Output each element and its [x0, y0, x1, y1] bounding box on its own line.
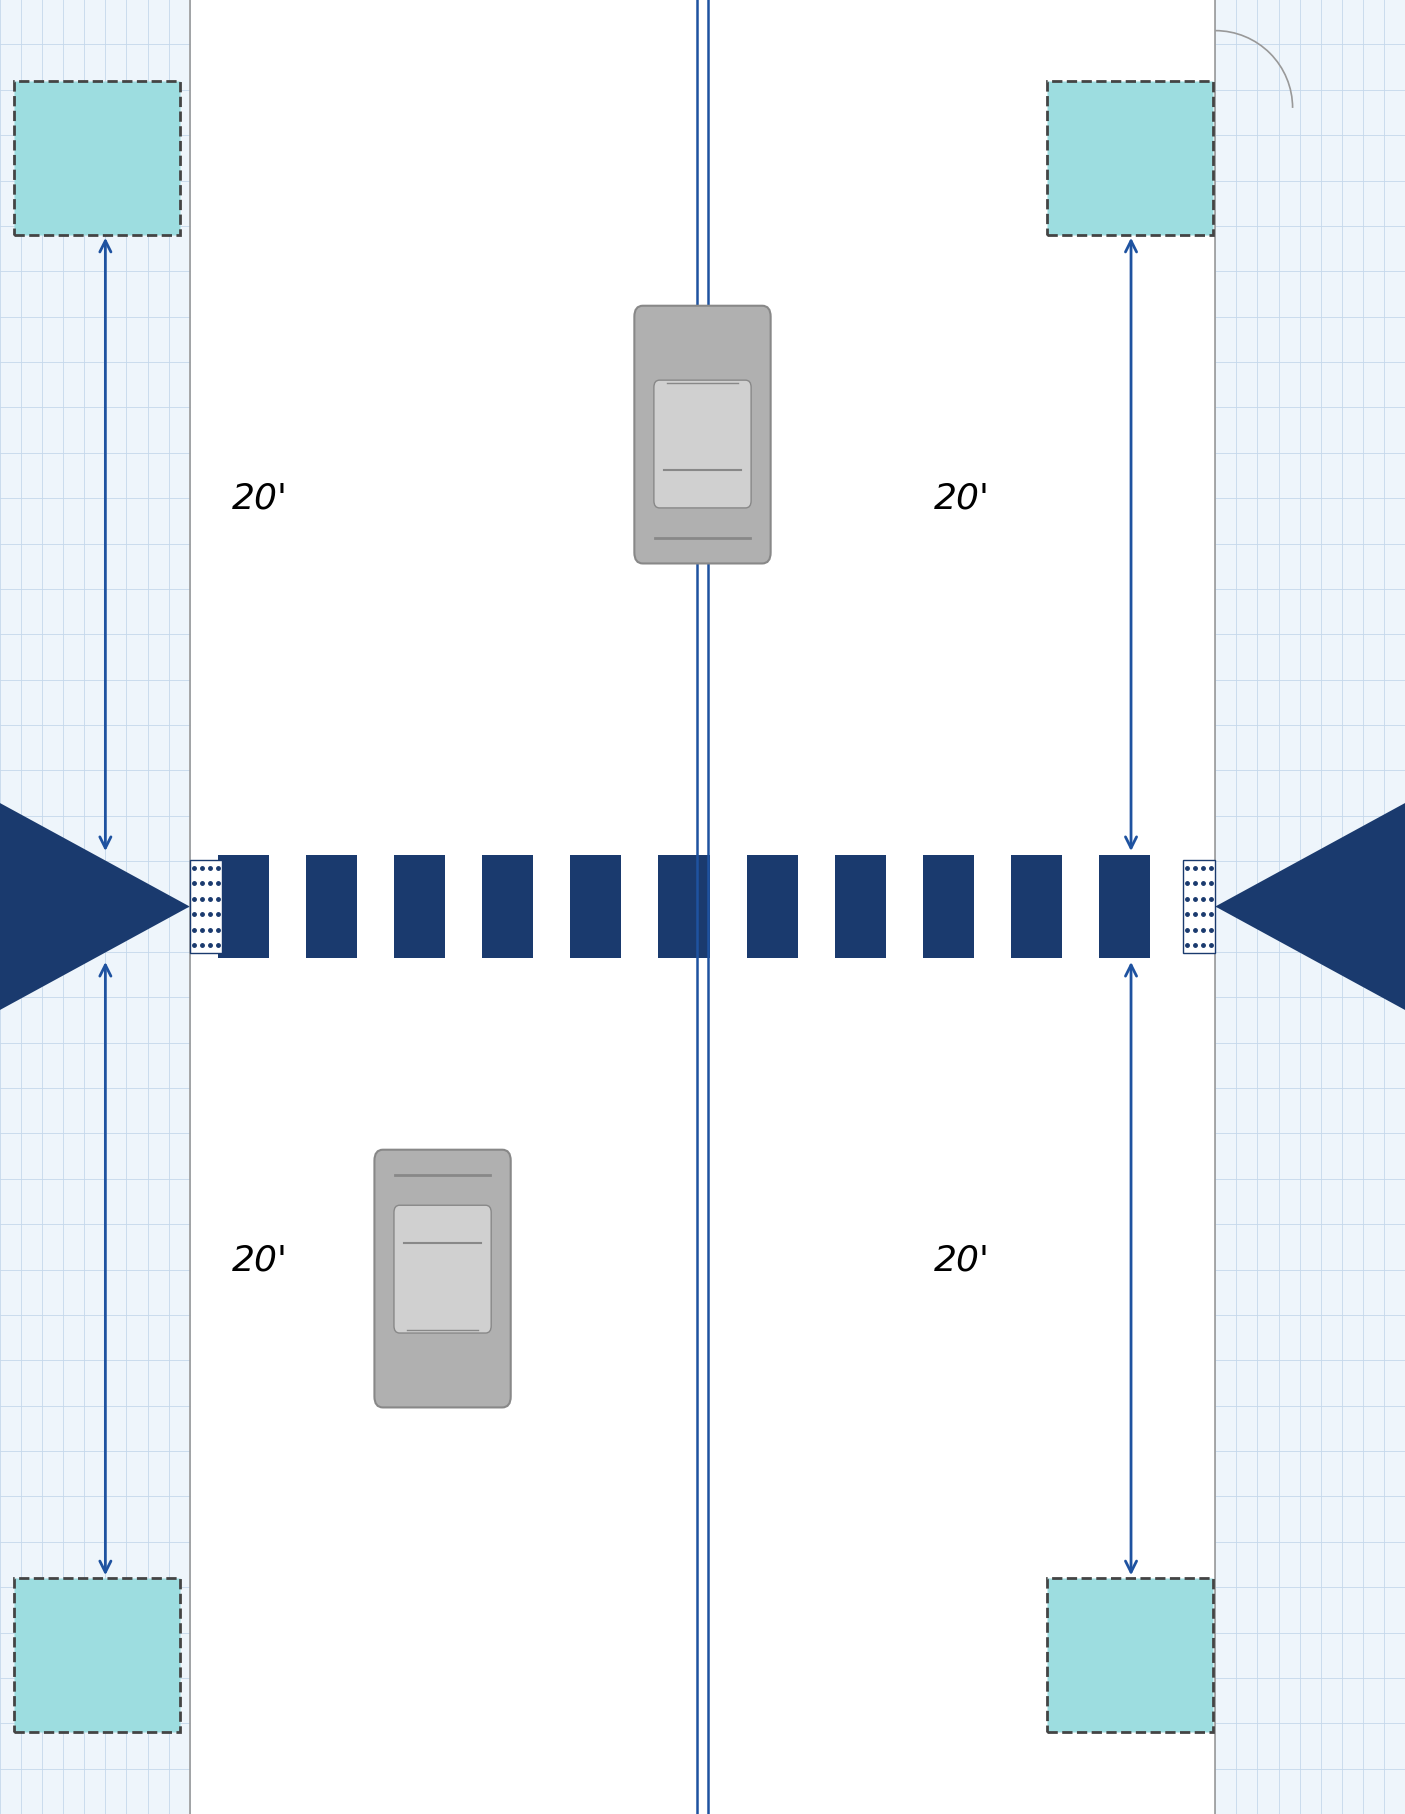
Bar — [1012, 856, 1062, 960]
Text: 20': 20' — [232, 1243, 288, 1277]
FancyBboxPatch shape — [653, 381, 752, 508]
Bar — [0, 0, 190, 1814]
Bar — [1215, 0, 1405, 1814]
Bar — [923, 856, 974, 960]
Text: 20': 20' — [934, 1243, 991, 1277]
Bar — [1047, 82, 1213, 236]
Bar — [1047, 1578, 1213, 1732]
Bar — [393, 856, 445, 960]
Bar — [306, 856, 357, 960]
Bar — [1099, 856, 1151, 960]
Polygon shape — [0, 804, 190, 1010]
Bar — [1183, 860, 1215, 954]
Text: 20': 20' — [934, 481, 991, 515]
Bar — [570, 856, 621, 960]
Bar — [14, 82, 180, 236]
Bar — [14, 1578, 180, 1732]
Text: 20': 20' — [232, 481, 288, 515]
Bar — [835, 856, 885, 960]
Bar — [746, 856, 798, 960]
Bar — [482, 856, 534, 960]
Bar — [218, 856, 268, 960]
FancyBboxPatch shape — [635, 307, 770, 564]
Bar — [659, 856, 710, 960]
FancyBboxPatch shape — [393, 1206, 492, 1333]
Bar — [190, 860, 222, 954]
Polygon shape — [1215, 804, 1405, 1010]
FancyBboxPatch shape — [374, 1150, 511, 1408]
